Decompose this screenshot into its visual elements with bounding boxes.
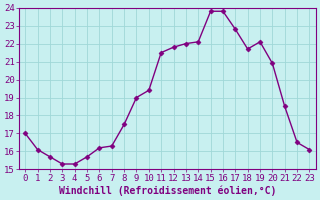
X-axis label: Windchill (Refroidissement éolien,°C): Windchill (Refroidissement éolien,°C) [59,185,276,196]
